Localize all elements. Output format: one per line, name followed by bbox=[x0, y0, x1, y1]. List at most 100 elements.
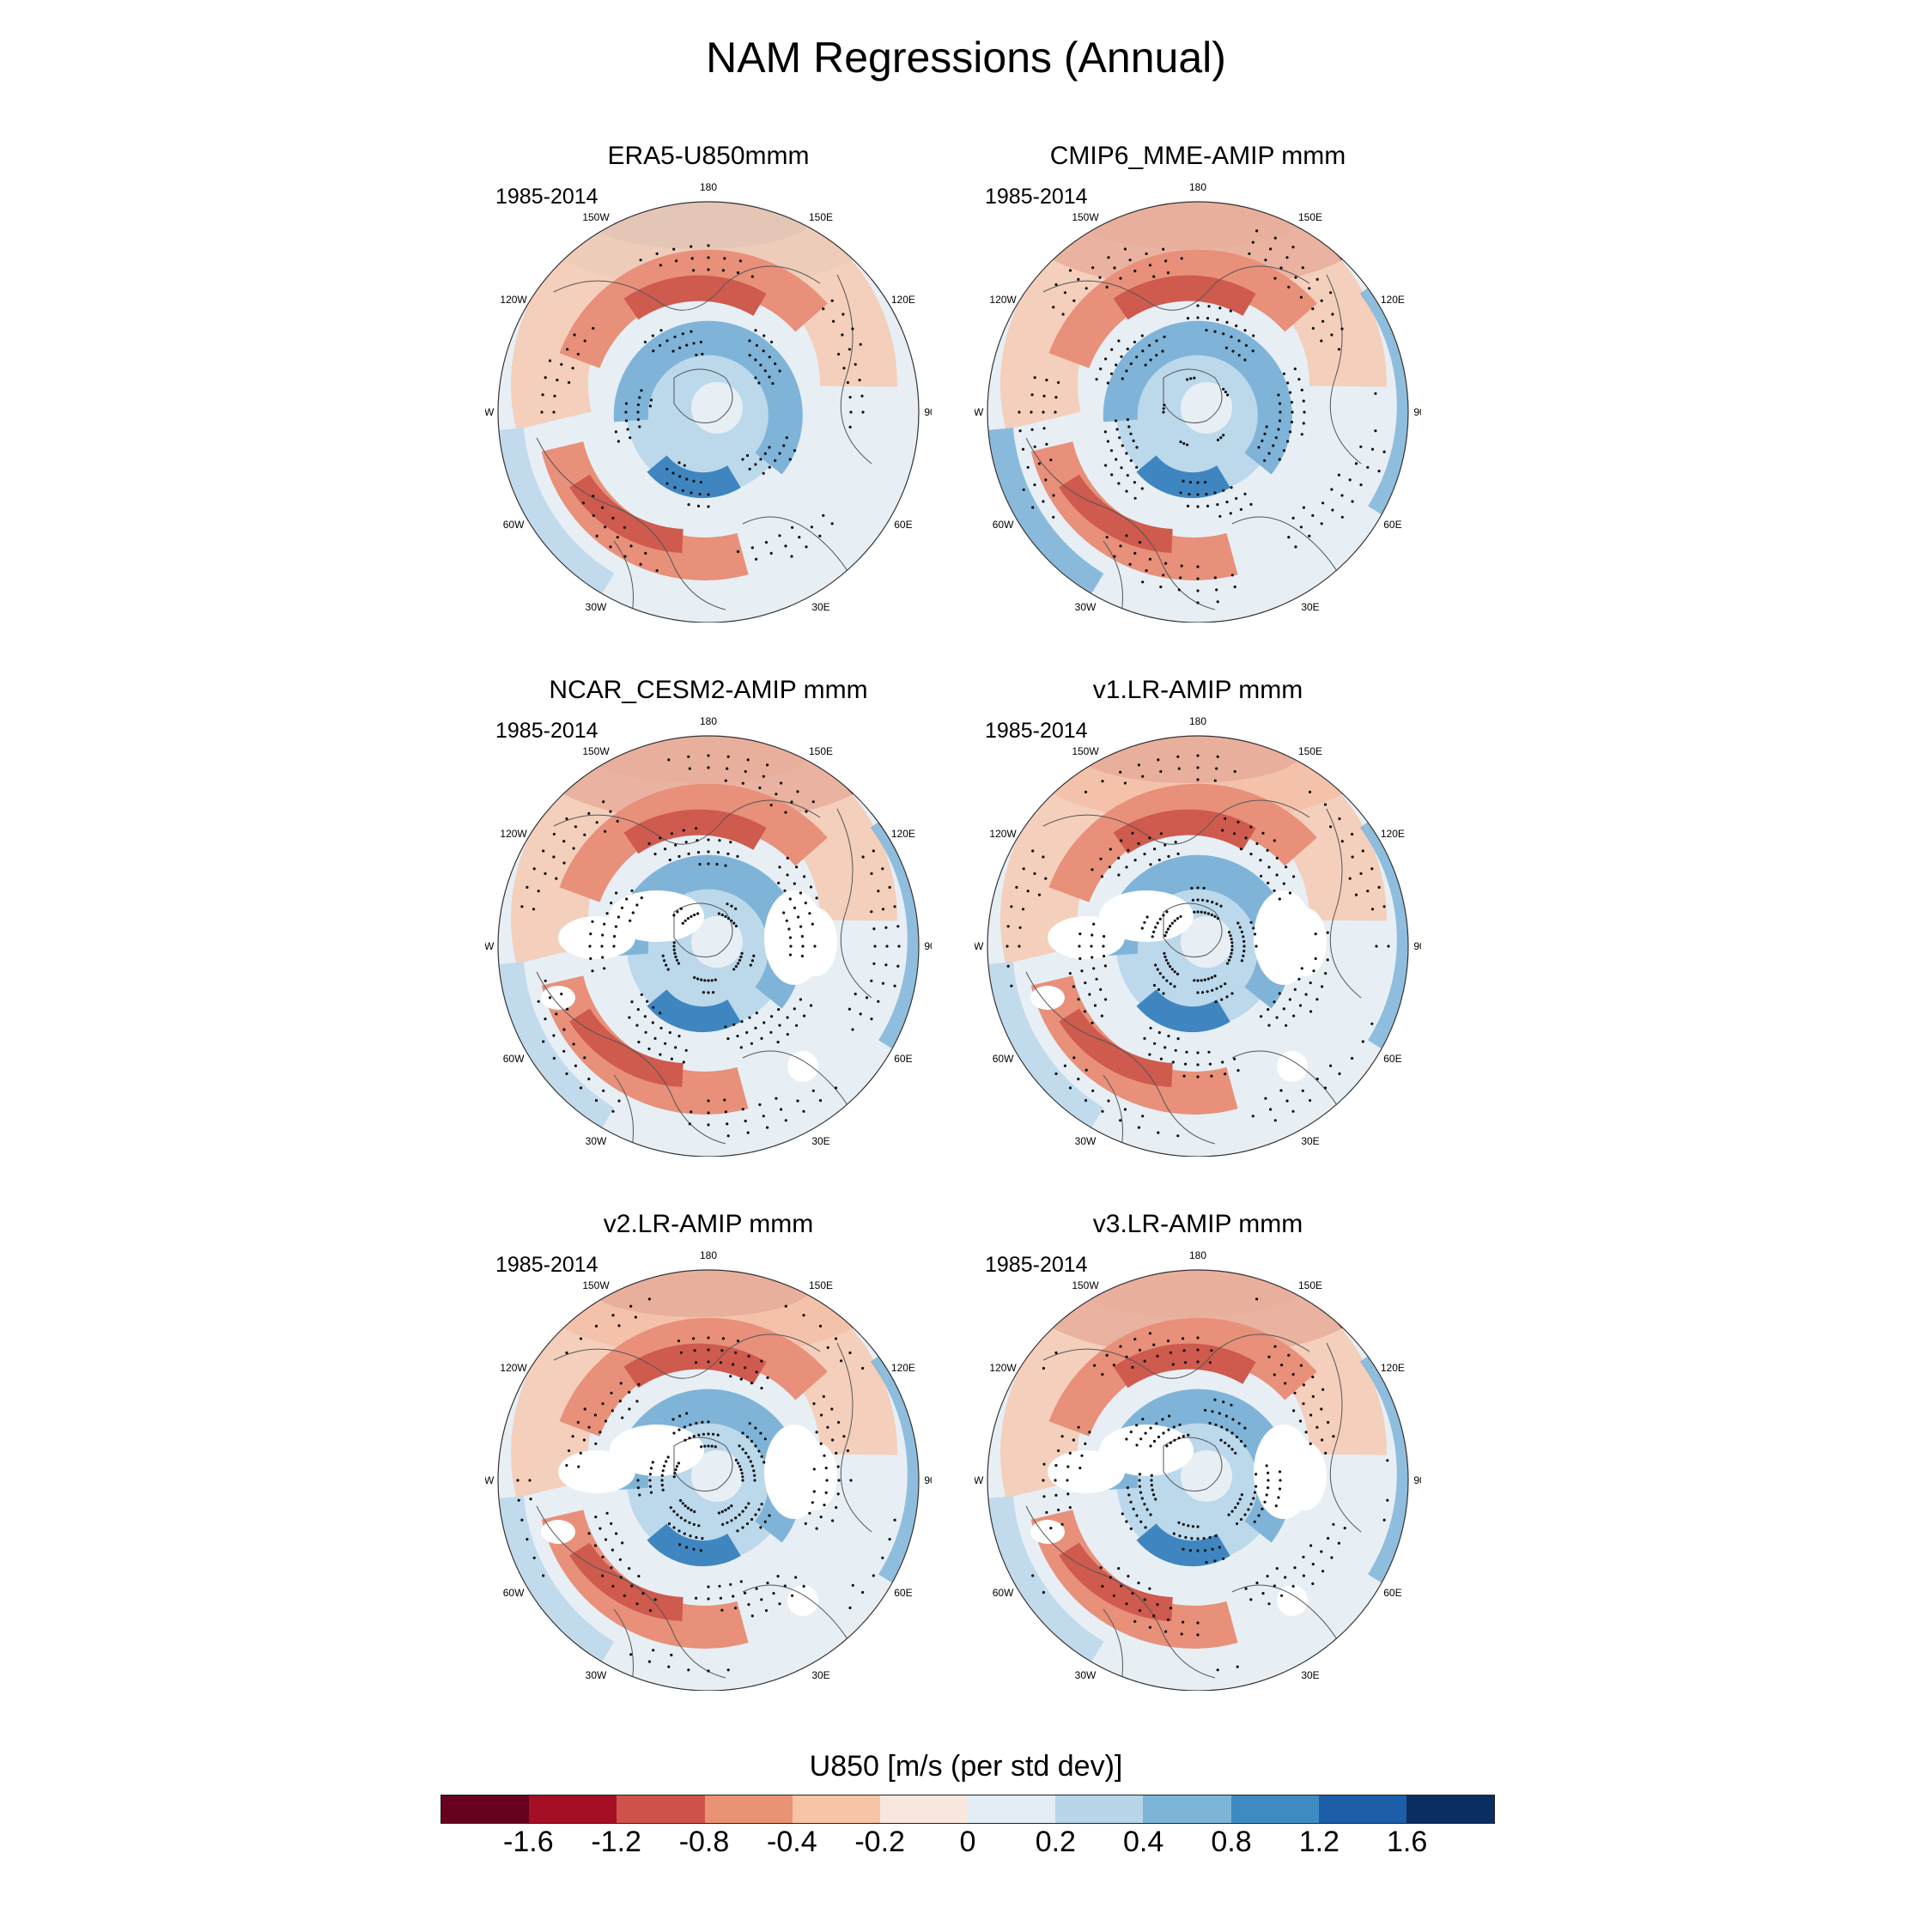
longitude-label: 120E bbox=[891, 294, 915, 306]
colorbar-tick-label: 0.4 bbox=[1123, 1826, 1164, 1858]
longitude-label: 60W bbox=[503, 1587, 525, 1599]
longitude-label: 120W bbox=[989, 1362, 1017, 1374]
longitude-label: 60W bbox=[503, 519, 525, 531]
longitude-label: 60E bbox=[894, 1053, 912, 1065]
longitude-label: 150W bbox=[1072, 1279, 1099, 1291]
colorbar-tick-label: 1.6 bbox=[1387, 1826, 1428, 1858]
longitude-label: 120W bbox=[500, 294, 527, 306]
longitude-label: 180 bbox=[1189, 181, 1206, 193]
longitude-label: 120W bbox=[989, 828, 1017, 840]
longitude-label: 120W bbox=[500, 828, 527, 840]
longitude-label: 30W bbox=[586, 601, 607, 613]
longitude-label: 90E bbox=[1413, 940, 1421, 952]
polar-map: 180150E120E90E60E30E030W60W90W120W150W bbox=[485, 1249, 932, 1691]
polar-map: 180150E120E90E60E30E030W60W90W120W150W bbox=[975, 181, 1421, 623]
longitude-label: 60W bbox=[993, 519, 1014, 531]
longitude-label: 120W bbox=[989, 294, 1017, 306]
longitude-label: 150E bbox=[809, 745, 833, 757]
longitude-label: 30W bbox=[586, 1669, 607, 1681]
colorbar-box bbox=[529, 1795, 617, 1823]
longitude-label: 150E bbox=[1298, 1279, 1322, 1291]
colorbar-box bbox=[1055, 1795, 1144, 1823]
colorbar-tick-label: -1.2 bbox=[591, 1826, 641, 1858]
colorbar-box bbox=[704, 1795, 793, 1823]
polar-map: 180150E120E90E60E30E030W60W90W120W150W bbox=[485, 181, 932, 623]
longitude-label: 30E bbox=[811, 1135, 829, 1147]
longitude-label: 90W bbox=[975, 406, 984, 418]
longitude-label: 30E bbox=[1301, 1669, 1319, 1681]
colorbar-box bbox=[879, 1795, 969, 1823]
longitude-label: 60E bbox=[1383, 1587, 1401, 1599]
colorbar-box bbox=[1230, 1795, 1319, 1823]
longitude-label: 90W bbox=[975, 940, 984, 952]
longitude-label: 150W bbox=[582, 745, 610, 757]
longitude-label: 180 bbox=[700, 181, 717, 193]
longitude-label: 30W bbox=[1075, 601, 1097, 613]
panel-title: v1.LR-AMIP mmm bbox=[1092, 676, 1303, 704]
longitude-label: 120E bbox=[891, 1362, 915, 1374]
map-panel: ERA5-U850mmm 1985-2014 180 150E 120E 90E 60E 30… bbox=[485, 142, 932, 623]
panel-period: 1985-2014 bbox=[495, 719, 598, 743]
longitude-label: 30E bbox=[811, 1669, 829, 1681]
colorbar-title: U850 [m/s (per std dev)] bbox=[809, 1750, 1123, 1783]
panel-period: 1985-2014 bbox=[495, 185, 598, 209]
longitude-label: 150E bbox=[809, 211, 833, 223]
longitude-label: 60E bbox=[1383, 519, 1401, 531]
polar-map: 180150E120E90E60E30E030W60W90W120W150W bbox=[485, 715, 932, 1157]
figure-title: NAM Regressions (Annual) bbox=[706, 33, 1226, 82]
longitude-label: 60E bbox=[1383, 1053, 1401, 1065]
longitude-label: 120E bbox=[891, 828, 915, 840]
longitude-label: 120E bbox=[1381, 828, 1405, 840]
colorbar-box bbox=[1406, 1795, 1495, 1823]
longitude-label: 90E bbox=[924, 1474, 932, 1486]
longitude-label: 60W bbox=[993, 1587, 1014, 1599]
longitude-label: 150W bbox=[1072, 745, 1099, 757]
longitude-label: 180 bbox=[700, 715, 717, 727]
longitude-label: 60E bbox=[894, 1587, 912, 1599]
panel-title: NCAR_CESM2-AMIP mmm bbox=[549, 676, 868, 704]
longitude-label: 30E bbox=[1301, 1135, 1319, 1147]
colorbar-box bbox=[441, 1795, 530, 1823]
panel-title: v3.LR-AMIP mmm bbox=[1092, 1210, 1303, 1238]
colorbar-tick-label: -1.6 bbox=[503, 1826, 554, 1858]
longitude-label: 90W bbox=[485, 1474, 495, 1486]
colorbar-tick-label: -0.4 bbox=[767, 1826, 817, 1858]
longitude-label: 150E bbox=[1298, 211, 1322, 223]
longitude-label: 90E bbox=[1413, 1474, 1421, 1486]
longitude-label: 30W bbox=[1075, 1135, 1097, 1147]
longitude-label: 150E bbox=[809, 1279, 833, 1291]
colorbar-tick-label: -0.2 bbox=[854, 1826, 905, 1858]
longitude-label: 30W bbox=[1075, 1669, 1097, 1681]
longitude-label: 60W bbox=[993, 1053, 1014, 1065]
colorbar-box bbox=[792, 1795, 880, 1823]
colorbar bbox=[440, 1795, 1495, 1824]
longitude-label: 150W bbox=[1072, 211, 1099, 223]
polar-map: 180150E120E90E60E30E030W60W90W120W150W bbox=[975, 1249, 1421, 1691]
map-panel: CMIP6_MME-AMIP mmm 1985-2014 180 150E 120E 90… bbox=[975, 142, 1421, 623]
colorbar-tick-label: 0 bbox=[959, 1826, 976, 1858]
longitude-label: 90W bbox=[975, 1474, 984, 1486]
longitude-label: 120E bbox=[1381, 294, 1405, 306]
colorbar-box bbox=[968, 1795, 1056, 1823]
longitude-label: 90E bbox=[1413, 406, 1421, 418]
longitude-label: 150W bbox=[582, 211, 610, 223]
longitude-label: 90E bbox=[924, 406, 932, 418]
longitude-label: 180 bbox=[1189, 715, 1206, 727]
longitude-label: 60W bbox=[503, 1053, 525, 1065]
panel-period: 1985-2014 bbox=[495, 1253, 598, 1277]
polar-map: 180150E120E90E60E30E030W60W90W120W150W bbox=[975, 715, 1421, 1157]
panel-period: 1985-2014 bbox=[985, 719, 1088, 743]
panel-period: 1985-2014 bbox=[985, 185, 1088, 209]
colorbar-box bbox=[1318, 1795, 1406, 1823]
panel-title: ERA5-U850mmm bbox=[607, 142, 810, 170]
map-panel: NCAR_CESM2-AMIP mmm 1985-2014 180 150E 120E 9… bbox=[485, 676, 932, 1157]
colorbar-tick-label: 0.8 bbox=[1211, 1826, 1252, 1858]
longitude-label: 150E bbox=[1298, 745, 1322, 757]
colorbar-tick-label: -0.8 bbox=[678, 1826, 730, 1858]
longitude-label: 180 bbox=[1189, 1249, 1206, 1261]
longitude-label: 30E bbox=[811, 601, 829, 613]
longitude-label: 90W bbox=[485, 940, 495, 952]
